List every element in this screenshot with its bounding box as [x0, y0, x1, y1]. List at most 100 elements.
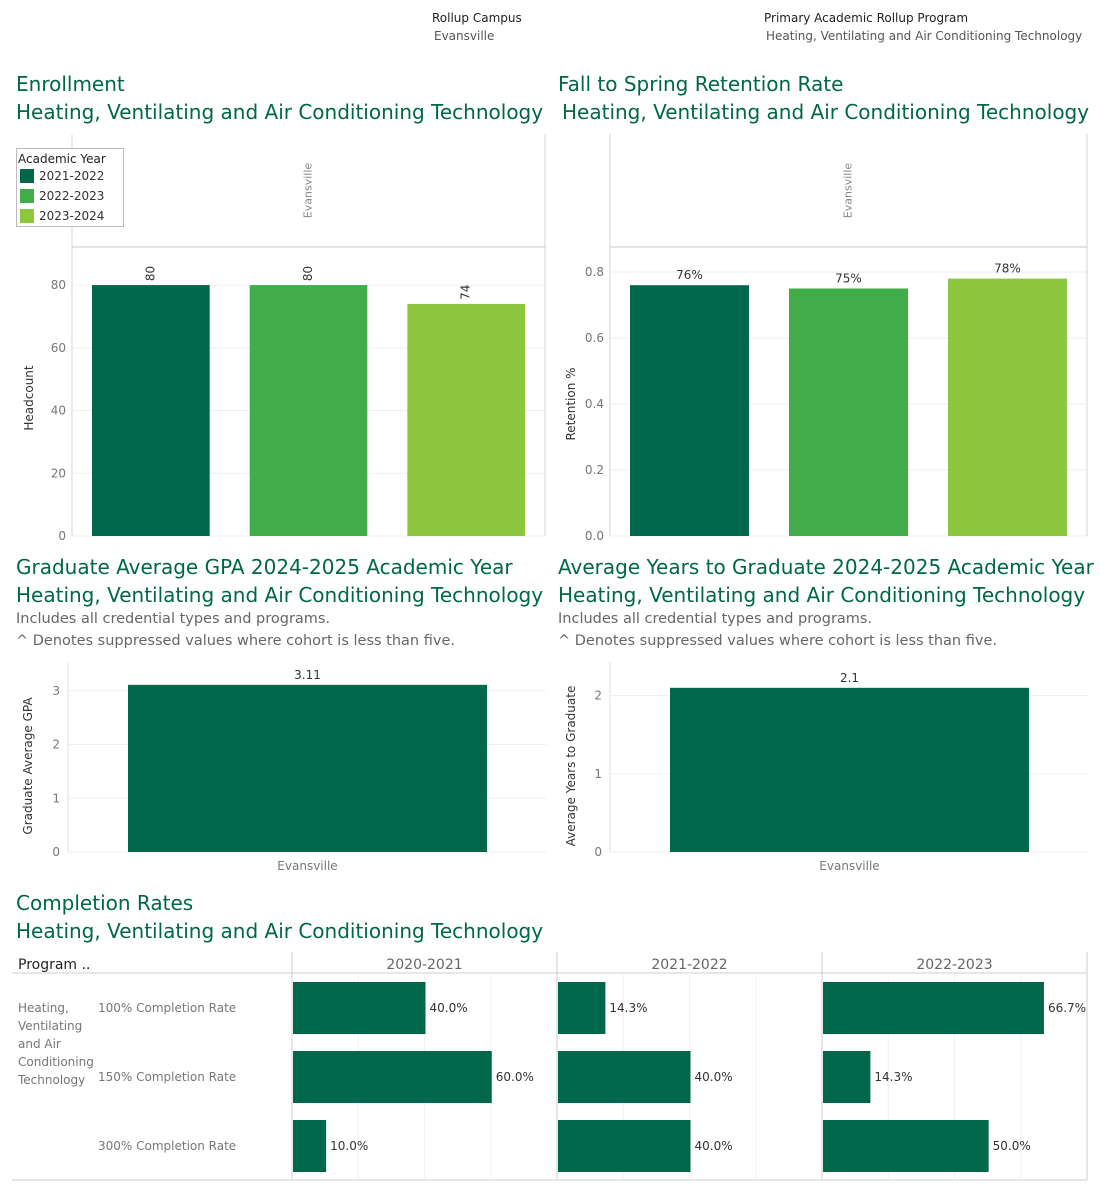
data-label: 78%	[994, 262, 1021, 276]
data-label: 80	[301, 266, 315, 281]
bar-2020-2021-1	[293, 1051, 492, 1103]
y-tick-label: 2	[594, 689, 602, 703]
legend-item-2022-2023[interactable]: 2022-2023	[17, 186, 123, 206]
y-tick-label: 0.6	[585, 331, 604, 345]
years-title: Average Years to Graduate 2024-2025 Acad…	[558, 555, 1094, 579]
completion-subtitle: Heating, Ventilating and Air Conditionin…	[16, 919, 544, 943]
data-label: 66.7%	[1048, 1001, 1086, 1015]
completion-title: Completion Rates	[16, 891, 194, 915]
enrollment-subtitle: Heating, Ventilating and Air Conditionin…	[16, 100, 544, 124]
bar-2020-2021-2	[293, 1120, 327, 1172]
program-label-line: Ventilating	[18, 1019, 82, 1033]
y-tick-label: 80	[51, 278, 66, 292]
legend-label: 2023-2024	[39, 209, 105, 223]
x-category-label: Evansville	[819, 859, 879, 873]
campus-filter-label: Rollup Campus	[432, 11, 522, 25]
column-header: 2020-2021	[386, 957, 462, 973]
program-label-line: Heating,	[18, 1001, 69, 1015]
years-chart: 0 1 2 Average Years to Graduate 2.1 Evansvill…	[564, 662, 1088, 873]
legend-label: 2022-2023	[39, 189, 105, 203]
program-filter-label: Primary Academic Rollup Program	[764, 11, 969, 25]
legend-swatch	[20, 169, 34, 183]
bar-2022-2023	[249, 285, 368, 536]
data-label: 10.0%	[330, 1139, 368, 1153]
years-note-suppressed: ^ Denotes suppressed values where cohort…	[558, 633, 997, 649]
x-category-label: Evansville	[277, 859, 337, 873]
row-label: 150% Completion Rate	[98, 1070, 236, 1084]
bar-2022-2023-0	[823, 982, 1044, 1034]
gpa-chart: 0 1 2 3 Graduate Average GPA 3.11 Evansville	[21, 662, 546, 873]
legend-item-2023-2024[interactable]: 2023-2024	[17, 206, 123, 226]
data-label: 3.11	[294, 668, 321, 682]
column-header: 2022-2023	[916, 957, 992, 973]
program-label-line: Conditioning	[18, 1055, 94, 1069]
data-label: 74	[459, 285, 473, 300]
panel-label: Evansville	[302, 163, 315, 219]
program-label-line: and Air	[18, 1037, 61, 1051]
y-tick-label: 1	[52, 791, 60, 805]
program-filter-value[interactable]: Heating, Ventilating and Air Conditionin…	[766, 29, 1083, 43]
bar-2022-2023-2	[823, 1120, 989, 1172]
data-label: 14.3%	[874, 1070, 912, 1084]
y-tick-label: 1	[594, 767, 602, 781]
legend-item-2021-2022[interactable]: 2021-2022	[17, 166, 123, 186]
data-label: 75%	[835, 272, 862, 286]
y-axis-title: Retention %	[564, 367, 578, 440]
y-axis-title: Average Years to Graduate	[564, 686, 578, 847]
data-label: 50.0%	[993, 1139, 1031, 1153]
bar-2021-2022-1	[558, 1051, 691, 1103]
years-subtitle: Heating, Ventilating and Air Conditionin…	[558, 583, 1086, 607]
y-tick-label: 40	[51, 404, 66, 418]
y-tick-label: 0	[58, 529, 66, 542]
campus-filter-value[interactable]: Evansville	[434, 29, 495, 43]
bar-Evansville	[128, 684, 487, 852]
y-axis-title: Graduate Average GPA	[21, 697, 35, 835]
gpa-title: Graduate Average GPA 2024-2025 Academic …	[16, 555, 513, 579]
y-tick-label: 60	[51, 341, 66, 355]
legend-label: 2021-2022	[39, 169, 105, 183]
bar-2023-2024	[407, 303, 525, 536]
bar-2021-2022-2	[558, 1120, 691, 1172]
academic-year-legend[interactable]: Academic Year 2021-2022 2022-2023 2023-2…	[16, 148, 124, 227]
y-tick-label: 0	[52, 845, 60, 859]
y-tick-label: 0.4	[585, 397, 604, 411]
y-tick-label: 0.2	[585, 463, 604, 477]
gpa-note-credentials: Includes all credential types and progra…	[16, 611, 331, 627]
data-label: 40.0%	[430, 1001, 468, 1015]
legend-swatch	[20, 189, 34, 203]
data-label: 40.0%	[695, 1139, 733, 1153]
row-label: 100% Completion Rate	[98, 1001, 236, 1015]
bar-2022-2023-1	[823, 1051, 871, 1103]
years-note-credentials: Includes all credential types and progra…	[558, 611, 873, 627]
bar-2020-2021-0	[293, 982, 426, 1034]
gpa-subtitle: Heating, Ventilating and Air Conditionin…	[16, 583, 544, 607]
retention-title: Fall to Spring Retention Rate	[558, 72, 844, 96]
program-label: Heating, Ventilating and Air Conditioning Te…	[17, 1001, 94, 1087]
row-header: Program ..	[18, 957, 90, 973]
enrollment-chart: Evansville 0 20 40 60 80 Headcount 80 80 74	[22, 134, 546, 542]
y-tick-label: 0	[594, 845, 602, 859]
legend-title: Academic Year	[18, 152, 106, 166]
y-axis-title: Headcount	[22, 365, 36, 431]
bar-2021-2022-0	[558, 982, 606, 1034]
bar-2023-2024	[948, 278, 1067, 536]
bar-2021-2022	[630, 285, 749, 536]
retention-subtitle: Heating, Ventilating and Air Conditionin…	[562, 100, 1090, 124]
y-tick-label: 20	[51, 466, 66, 480]
enrollment-title: Enrollment	[16, 72, 125, 96]
data-label: 2.1	[840, 671, 859, 685]
data-label: 80	[143, 266, 157, 281]
row-label: 300% Completion Rate	[98, 1139, 236, 1153]
data-label: 14.3%	[609, 1001, 647, 1015]
y-tick-label: 3	[52, 684, 60, 698]
y-tick-label: 2	[52, 738, 60, 752]
completion-chart: Program .. Heating, Ventilating and Air Cond…	[12, 952, 1088, 1181]
bar-2022-2023	[789, 288, 908, 536]
legend-swatch	[20, 209, 34, 223]
gpa-note-suppressed: ^ Denotes suppressed values where cohort…	[16, 633, 455, 649]
y-tick-label: 0.8	[585, 265, 604, 279]
retention-chart: Evansville 0.0 0.2 0.4 0.6 0.8 Retention % 76% 7…	[564, 134, 1088, 542]
bar-Evansville	[670, 687, 1029, 852]
data-label: 76%	[676, 268, 703, 282]
data-label: 60.0%	[496, 1070, 534, 1084]
